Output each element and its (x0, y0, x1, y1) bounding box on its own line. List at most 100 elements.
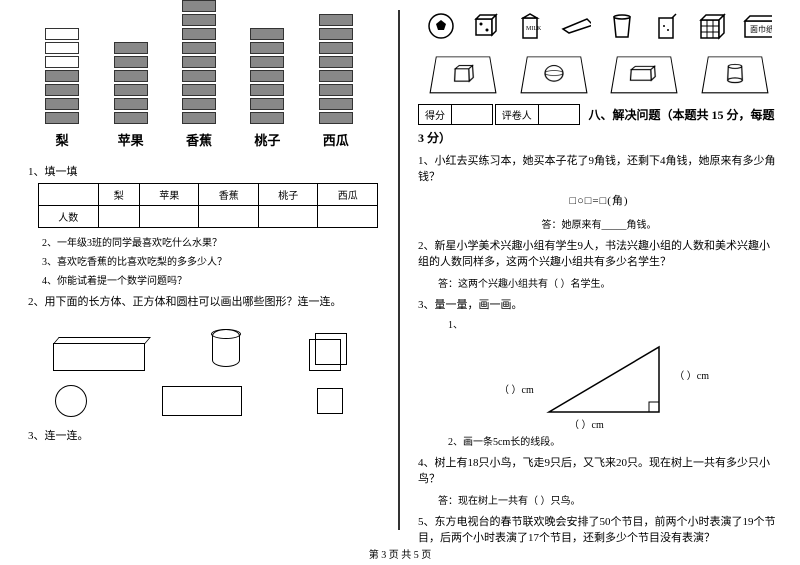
table-row: 人数 (39, 206, 378, 228)
chart-labels: 梨苹果香蕉桃子西瓜 (18, 128, 380, 157)
table-cell: 梨 (98, 184, 139, 206)
data-table: 梨 苹果 香蕉 桃子 西瓜 人数 (38, 183, 378, 228)
score-label: 得分 (419, 105, 452, 124)
chart-block (182, 56, 216, 68)
tissue-box-icon: 面巾纸 (742, 11, 772, 41)
bar-column (37, 0, 87, 124)
tile-cylinder (701, 57, 768, 94)
left-column: 梨苹果香蕉桃子西瓜 1、填一填 梨 苹果 香蕉 桃子 西瓜 人数 2、一年级3班… (0, 0, 398, 540)
chart-block (319, 98, 353, 110)
question-1: 1、填一填 (28, 163, 380, 179)
fruit-label: 梨 (37, 130, 87, 149)
shapes-2d-row (18, 381, 380, 421)
object-icons-row: MILK 面巾纸 (418, 8, 780, 44)
problem-5: 5、东方电视台的春节联欢晚会安排了50个节目，前两个小时表演了19个节目，后两个… (418, 513, 780, 545)
dice-icon (471, 11, 501, 41)
cube-icon (309, 331, 345, 367)
problem-4: 4、树上有18只小鸟，飞走9只后，又飞来20只。现在树上一共有多少只小鸟？ (418, 454, 780, 486)
problem-3-2: 2、画一条5cm长的线段。 (448, 433, 780, 448)
chart-block (45, 84, 79, 96)
problem-3: 3、量一量，画一画。 (418, 296, 780, 312)
juice-box-icon (652, 11, 682, 41)
chart-block (182, 42, 216, 54)
answer-1: 答：她原来有_____角钱。 (418, 216, 780, 231)
chart-block (114, 84, 148, 96)
chart-block (319, 14, 353, 26)
chart-block (45, 70, 79, 82)
fruit-label: 苹果 (106, 130, 156, 149)
chart-block (45, 28, 79, 40)
chart-block (114, 70, 148, 82)
chart-block (319, 70, 353, 82)
answer-2: 答：这两个兴趣小组共有（ ）名学生。 (438, 275, 780, 290)
tri-label-b: （ ）cm (499, 381, 534, 396)
question-2: 2、用下面的长方体、正方体和圆柱可以画出哪些图形？连一连。 (28, 293, 380, 309)
soccer-ball-icon (426, 11, 456, 41)
chart-block (250, 98, 284, 110)
score-value[interactable] (452, 105, 492, 124)
right-column: MILK 面巾纸 得分 评卷人 八、解决问题（本题共 15 分，每题 3 分） (400, 0, 798, 540)
problem-1: 1、小红去买练习本，她买本子花了9角钱，还剩下4角钱，她原来有多少角钱？ (418, 152, 780, 184)
chart-block (182, 70, 216, 82)
chart-block (114, 56, 148, 68)
chart-block (250, 70, 284, 82)
chart-block (250, 42, 284, 54)
svg-text:MILK: MILK (526, 26, 541, 32)
table-cell[interactable] (98, 206, 139, 228)
grader-box: 评卷人 (495, 104, 580, 125)
chart-block (319, 112, 353, 124)
bar-column (242, 0, 292, 124)
triangle-icon (509, 337, 689, 427)
chart-block (182, 84, 216, 96)
table-cell: 人数 (39, 206, 99, 228)
table-cell: 西瓜 (318, 184, 378, 206)
chart-block (250, 28, 284, 40)
problem-3-1: 1、 (448, 316, 780, 331)
sub-question-2: 2、一年级3班的同学最喜欢吃什么水果？ (42, 234, 380, 249)
fruit-label: 桃子 (242, 130, 292, 149)
table-cell (39, 184, 99, 206)
chart-block (319, 42, 353, 54)
grader-value[interactable] (539, 105, 579, 124)
fruit-label: 西瓜 (311, 130, 361, 149)
rectangle-icon (162, 386, 242, 416)
table-cell: 香蕉 (199, 184, 259, 206)
tile-cuboid (611, 57, 678, 94)
table-cell[interactable] (199, 206, 259, 228)
formula-boxes[interactable]: □○□=□(角) (418, 192, 780, 208)
chart-block (250, 84, 284, 96)
eraser-icon (561, 11, 591, 41)
milk-carton-icon: MILK (516, 11, 546, 41)
shapes-3d-row (18, 319, 380, 367)
problem-2: 2、新星小学美术兴趣小组有学生9人，书法兴趣小组的人数和美术兴趣小组的人数同样多… (418, 237, 780, 269)
table-cell: 桃子 (258, 184, 318, 206)
circle-icon (55, 385, 87, 417)
tile-cube (430, 57, 497, 94)
chart-block (182, 112, 216, 124)
chart-block (250, 56, 284, 68)
triangle-diagram: （ ）cm （ ）cm （ ）cm (509, 337, 689, 427)
rubiks-cube-icon (697, 11, 727, 41)
fruit-label: 香蕉 (174, 130, 224, 149)
answer-4: 答：现在树上一共有（ ）只鸟。 (438, 492, 780, 507)
table-cell[interactable] (318, 206, 378, 228)
tri-label-a: （ ）cm (674, 367, 709, 382)
score-box: 得分 (418, 104, 493, 125)
table-cell: 苹果 (139, 184, 199, 206)
score-section: 得分 评卷人 八、解决问题（本题共 15 分，每题 3 分） (418, 104, 780, 146)
sub-question-3: 3、喜欢吃香蕉的比喜欢吃梨的多多少人？ (42, 253, 380, 268)
bar-column (311, 0, 361, 124)
page: 梨苹果香蕉桃子西瓜 1、填一填 梨 苹果 香蕉 桃子 西瓜 人数 2、一年级3班… (0, 0, 800, 540)
chart-block (45, 112, 79, 124)
cylinder-icon (212, 329, 240, 367)
chart-block (45, 56, 79, 68)
page-footer: 第 3 页 共 5 页 (0, 546, 800, 561)
cuboid-icon (53, 337, 143, 367)
chart-block (319, 28, 353, 40)
bar-column (106, 0, 156, 124)
bar-chart (18, 8, 380, 128)
chart-block (114, 112, 148, 124)
tri-label-c: （ ）cm (569, 416, 604, 431)
table-cell[interactable] (258, 206, 318, 228)
table-cell[interactable] (139, 206, 199, 228)
